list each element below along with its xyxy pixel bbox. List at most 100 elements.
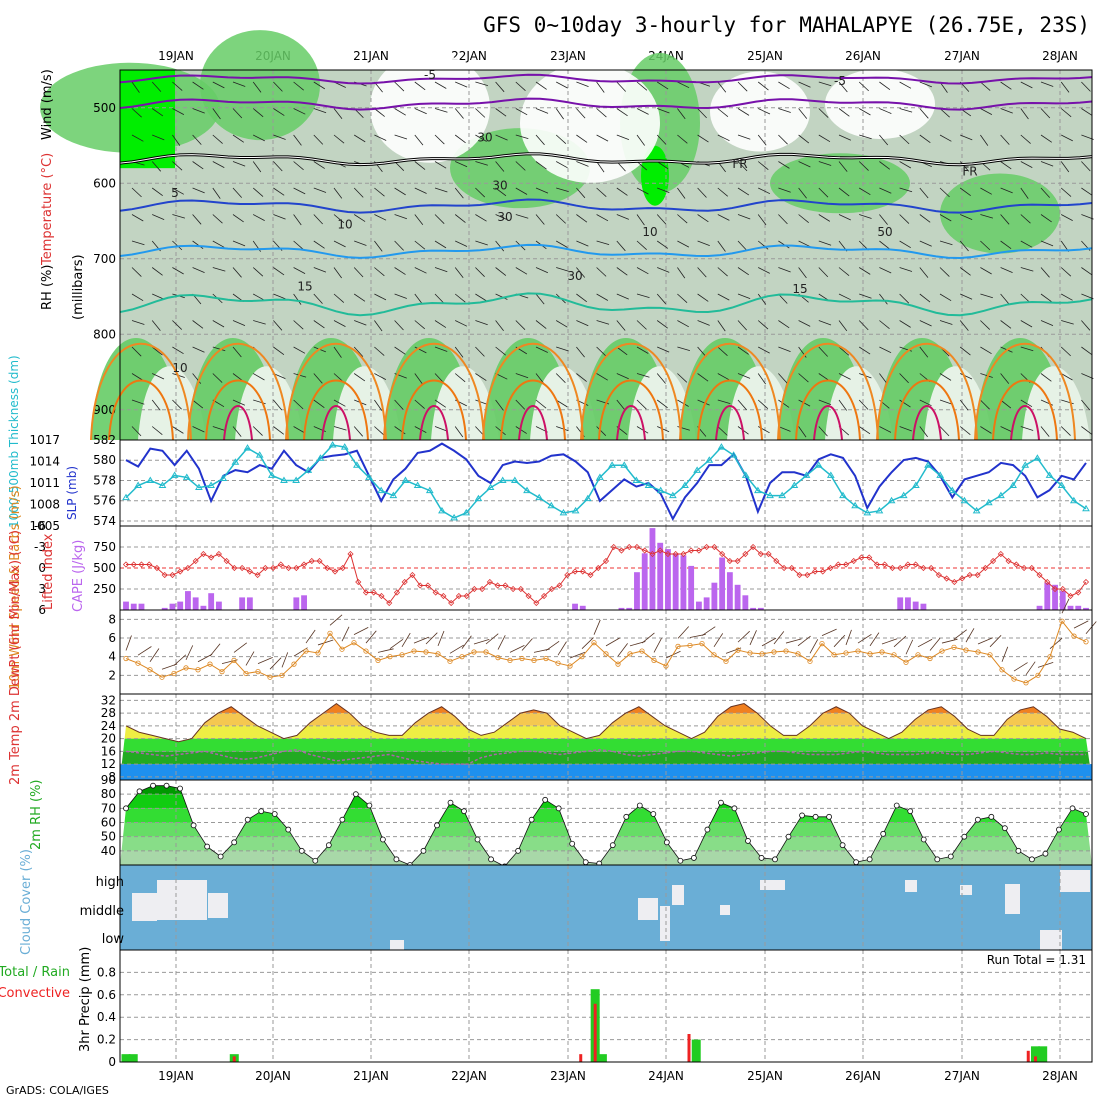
wind-barb (818, 426, 828, 437)
wind-barb (434, 399, 447, 408)
contour-label: 30 (477, 131, 492, 145)
wind-barb (939, 108, 950, 118)
wind10-point (927, 655, 933, 662)
wind-barb (653, 638, 662, 653)
wind-barb (535, 267, 549, 274)
wind10-point (171, 670, 177, 677)
cloud-cover-block (157, 880, 207, 920)
wind-barb (858, 320, 869, 331)
wind-barb (152, 134, 165, 141)
wind-barb (131, 108, 142, 118)
li-tick: 3 (38, 582, 46, 596)
cape-bar (1059, 591, 1066, 610)
thickness-point (620, 461, 629, 468)
isotherm-line (715, 405, 745, 441)
thickness-point (255, 451, 264, 458)
wind-barb (1020, 399, 1033, 408)
wind-barb (232, 267, 242, 278)
wind-barb (919, 426, 928, 438)
li-point (827, 564, 834, 572)
cape-bar (742, 595, 749, 610)
wind-barb (917, 638, 933, 648)
li-point (734, 557, 741, 565)
thickness-point (814, 461, 823, 468)
wind-barb (636, 399, 647, 410)
wind-barb (701, 626, 716, 636)
wind-barb (313, 187, 327, 193)
wind-barb (1040, 293, 1052, 302)
wind-barb (778, 267, 791, 273)
wind-barb (778, 346, 791, 353)
wind-barb (899, 214, 910, 224)
wind-barb (252, 426, 263, 436)
thickness-point (158, 481, 167, 489)
wind-barb (172, 399, 182, 410)
thickness-point (207, 481, 215, 489)
li-point (982, 564, 989, 572)
li-point (463, 592, 470, 600)
wind-barb (656, 81, 669, 90)
rh-point (177, 785, 183, 792)
wind-barb (414, 320, 426, 330)
wind-barb (1085, 621, 1097, 634)
wind-barb (434, 108, 448, 113)
rh-point (217, 853, 224, 860)
wind-barb (838, 399, 847, 411)
wind-barb (313, 267, 327, 273)
wind-barb (576, 240, 589, 247)
isotherm-line (205, 379, 271, 441)
wind-barb (151, 399, 161, 411)
wind-barb (1081, 293, 1094, 300)
cloud-middle-label: middle (80, 904, 124, 919)
wind-barb (172, 267, 184, 275)
wind-barb (576, 346, 585, 358)
cape-bar (215, 601, 222, 610)
wind-barb (535, 108, 549, 114)
thickness-point (863, 508, 872, 516)
thickness-point (267, 471, 276, 478)
wind-barb (1040, 214, 1052, 223)
thickness-point (292, 476, 301, 483)
wind-barb (980, 214, 994, 219)
wind-barb (257, 656, 273, 664)
cape-bar (695, 601, 702, 610)
wind-barb (535, 214, 545, 225)
thickness-tick: 576 (93, 494, 116, 508)
wind-barb (434, 426, 448, 432)
cape-bar (200, 605, 207, 610)
wind-barb (232, 134, 245, 143)
wind-barb (414, 293, 423, 305)
wind-barb (1040, 240, 1054, 247)
thickness-point (231, 458, 240, 465)
wind-barb (778, 161, 790, 169)
wind-barb (333, 240, 346, 248)
li-point (362, 589, 370, 596)
wind-barb (818, 267, 829, 278)
wind-barb (717, 320, 726, 332)
li-point (370, 589, 377, 596)
bottom-date-label: 26JAN (845, 1069, 881, 1083)
li-point (858, 554, 865, 561)
wind-barb (1000, 399, 1012, 409)
wind10-point (795, 651, 801, 657)
wind-barb (293, 134, 302, 146)
rh-tick: 60 (101, 816, 116, 830)
wind-barb (713, 633, 724, 648)
cape-bar (123, 601, 129, 610)
li-point (494, 582, 501, 589)
wind-barb (809, 639, 819, 654)
bottom-date-label: 25JAN (747, 1069, 783, 1083)
wind-barb (677, 187, 686, 199)
wind-barb (717, 108, 729, 117)
wind-barb (556, 161, 568, 169)
wind-barb (818, 399, 832, 406)
wind-barb (535, 293, 545, 305)
wind10-point (351, 640, 357, 646)
wind10-point (435, 651, 441, 657)
pressure-tick-label: 600 (93, 176, 116, 190)
slp-label: SLP (mb) (65, 466, 79, 520)
wind10-point (423, 649, 429, 655)
wind-barb (333, 293, 345, 303)
